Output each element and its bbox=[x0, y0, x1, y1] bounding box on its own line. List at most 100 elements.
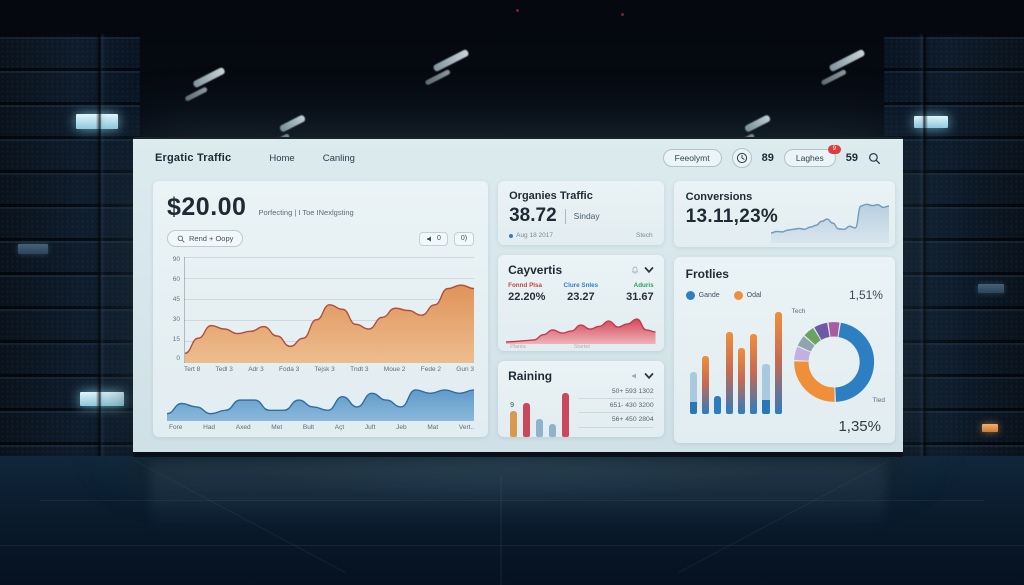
metric-label: Aduris bbox=[633, 282, 654, 289]
x-axis-tick: Met bbox=[271, 424, 283, 431]
amount-subtitle: Porfecting | I Toe INexlgsting bbox=[258, 208, 354, 217]
mute-value: 0) bbox=[460, 235, 468, 242]
bar bbox=[536, 419, 544, 437]
legend-label: Odal bbox=[746, 291, 762, 299]
legend-label: Gande bbox=[698, 291, 720, 299]
search-icon[interactable] bbox=[868, 152, 881, 165]
y-axis-tick: 30 bbox=[172, 315, 180, 323]
chevron-down-icon[interactable] bbox=[644, 372, 654, 380]
bar bbox=[689, 372, 697, 414]
x-axis-tick: Foda 3 bbox=[279, 366, 300, 373]
profiles-legend: Gande Odal 1,51% bbox=[685, 288, 883, 302]
y-axis-tick: 90 bbox=[172, 256, 180, 263]
header-stat-right: 59 bbox=[845, 152, 858, 164]
metric-label: Fonnd Plsa bbox=[508, 282, 543, 289]
metric-value: 22.20% bbox=[508, 291, 546, 303]
x-axis-labels: Tert 8 Tedl 3 Adr 3 Foda 3 Tejsk 3 Tndt 3 Moue… bbox=[167, 366, 474, 373]
profiles-donut-chart bbox=[794, 322, 875, 402]
clock-button[interactable] bbox=[731, 148, 752, 168]
organic-period: Sinday bbox=[573, 211, 600, 221]
dashboard-body: $20.00 Porfecting | I Toe INexlgsting Re… bbox=[133, 177, 903, 443]
bar bbox=[750, 333, 758, 414]
secondary-x-axis-labels: Fore Had Axed Met Bult Açt Juft Jeb Mat Vert.. bbox=[167, 424, 474, 431]
x-axis-tick: Tejsk 3 bbox=[314, 366, 335, 373]
donut-slice bbox=[794, 346, 811, 362]
rack-display-screen bbox=[978, 284, 1004, 293]
bell-icon[interactable] bbox=[631, 266, 639, 274]
floor-tile-line bbox=[40, 500, 984, 501]
card-title: Frotlies bbox=[685, 267, 729, 281]
donut-slice bbox=[794, 361, 836, 402]
x-axis-tick: Moue 2 bbox=[383, 366, 406, 373]
x-axis-tick: Axed bbox=[235, 424, 251, 431]
card-header-icons bbox=[631, 266, 654, 274]
rack-display-screen bbox=[80, 392, 124, 406]
sound-buttons: 0 0) bbox=[413, 231, 475, 246]
profiles-percent-bottom: 1,35% bbox=[838, 418, 881, 435]
nav-item-canling[interactable]: Canling bbox=[322, 152, 355, 164]
donut-label-bottom: Tled bbox=[872, 397, 885, 404]
footer-label: Startet bbox=[573, 344, 590, 350]
legend-dot-icon bbox=[685, 290, 695, 300]
speaker-icon bbox=[427, 235, 431, 242]
conversions-card: Conversions 13.11,23% bbox=[673, 181, 895, 247]
chart-toolbar: Rend + Oopy 0 0) bbox=[167, 230, 475, 247]
notification-badge: 9 bbox=[827, 145, 841, 154]
metric-aduris: Aduris 31.67 bbox=[605, 282, 654, 303]
bar bbox=[726, 331, 734, 414]
bullet-dot-icon bbox=[509, 233, 514, 238]
raining-bar-chart: 9 bbox=[508, 387, 574, 437]
dashboard-screen: Ergatic Traffic Home Canling Feeolymt 89… bbox=[133, 137, 903, 457]
x-axis-tick: Tndt 3 bbox=[350, 366, 369, 373]
feeolymt-pill-button[interactable]: Feeolymt bbox=[662, 149, 722, 167]
speaker-icon[interactable] bbox=[631, 372, 639, 380]
footer-label: Planta bbox=[510, 344, 526, 350]
ceiling-indicator-light bbox=[621, 13, 624, 16]
x-axis-tick: Tert 8 bbox=[184, 366, 201, 373]
floor-tile-line bbox=[500, 476, 502, 585]
nav-item-home[interactable]: Home bbox=[269, 152, 295, 164]
screen-reflection bbox=[150, 461, 886, 533]
cayvertis-chart-plot bbox=[506, 314, 656, 344]
profiles-percent-top: 1,51% bbox=[848, 288, 883, 302]
chevron-down-icon[interactable] bbox=[644, 266, 654, 274]
ceiling-light bbox=[432, 48, 470, 73]
x-axis-tick: Had bbox=[203, 424, 216, 431]
donut-slice bbox=[804, 328, 822, 346]
bar bbox=[738, 348, 746, 414]
mute-button[interactable]: 0) bbox=[453, 231, 475, 246]
secondary-area-chart bbox=[167, 389, 475, 421]
middle-column: Organies Traffic 38.72 Sinday Aug 18 201… bbox=[498, 181, 664, 443]
metric-value: 31.67 bbox=[626, 291, 654, 303]
search-icon bbox=[177, 235, 185, 243]
profiles-bar-chart bbox=[686, 310, 786, 414]
laghes-pill-button[interactable]: Laghes 9 bbox=[783, 145, 841, 167]
filter-pill-button[interactable]: Rend + Oopy bbox=[167, 230, 244, 247]
volume-value: 0 bbox=[436, 235, 441, 242]
main-area-chart-plot bbox=[184, 257, 475, 363]
x-axis-tick: Bult bbox=[302, 424, 315, 431]
metric-clure-snles: Clure Snles 23.27 bbox=[557, 282, 606, 303]
volume-button[interactable]: 0 bbox=[418, 231, 448, 246]
organic-note: Stech bbox=[636, 232, 653, 239]
donut-label-top: Tech bbox=[791, 308, 806, 315]
bar bbox=[549, 424, 557, 437]
card-title: Cayvertis bbox=[508, 263, 563, 277]
raining-stat-row: 56+ 450 2804 bbox=[578, 415, 654, 428]
organic-date: Aug 18 2017 bbox=[516, 232, 553, 239]
organic-footer: Aug 18 2017 Stech bbox=[509, 232, 653, 239]
ceiling-light bbox=[743, 114, 772, 133]
x-axis-tick: Fede 2 bbox=[420, 366, 441, 373]
main-chart-area: 90 60 45 30 15 0 bbox=[167, 256, 475, 363]
bar bbox=[523, 403, 531, 437]
x-axis-tick: Fore bbox=[169, 424, 183, 431]
bar-value-label: 9 bbox=[510, 402, 515, 409]
raining-header: Raining bbox=[508, 369, 654, 383]
profiles-donut-wrap: Tech Tled bbox=[786, 308, 885, 414]
raining-card: Raining 9 50+ 593 1302 651- 430 320 bbox=[498, 361, 664, 437]
y-axis-tick: 0 bbox=[176, 355, 180, 363]
server-rack-left bbox=[0, 34, 140, 477]
donut-slice bbox=[814, 322, 831, 340]
y-axis-tick: 45 bbox=[172, 295, 180, 303]
